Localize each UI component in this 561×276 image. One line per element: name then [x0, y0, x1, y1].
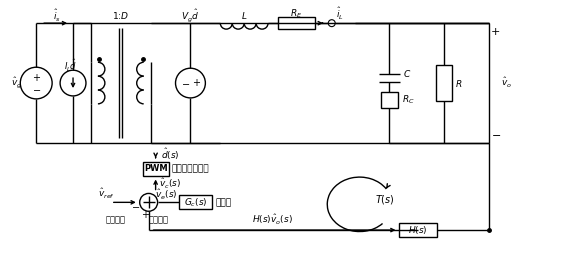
Bar: [278, 17, 315, 29]
Text: 参考电压: 参考电压: [106, 216, 126, 225]
Text: $-$: $-$: [31, 84, 41, 94]
Text: $V_g\hat{d}$: $V_g\hat{d}$: [181, 7, 200, 24]
Text: +: +: [141, 210, 149, 220]
Text: $R_E$: $R_E$: [290, 7, 302, 20]
Text: $-$: $-$: [491, 129, 501, 139]
Text: $\hat{v}_o$: $\hat{v}_o$: [502, 76, 512, 90]
Bar: [178, 195, 213, 209]
Text: $\hat{v}_e(s)$: $\hat{v}_e(s)$: [155, 188, 178, 203]
Circle shape: [60, 70, 86, 96]
Text: 脉冲宽度调制器: 脉冲宽度调制器: [172, 164, 209, 173]
Text: $\hat{v}_{ref}$: $\hat{v}_{ref}$: [98, 187, 116, 201]
Text: $-$: $-$: [181, 78, 190, 88]
Text: +: +: [192, 78, 200, 88]
Text: $\hat{i}_L$: $\hat{i}_L$: [336, 6, 343, 22]
Text: $H(s)$: $H(s)$: [408, 224, 428, 236]
Text: 1:$D$: 1:$D$: [112, 10, 130, 21]
Text: $T(s)$: $T(s)$: [375, 193, 394, 206]
Circle shape: [20, 67, 52, 99]
Text: $C$: $C$: [403, 68, 412, 79]
Bar: [399, 223, 437, 237]
Circle shape: [176, 68, 205, 98]
Text: +: +: [491, 27, 500, 37]
Text: PWM: PWM: [144, 164, 167, 173]
Text: $\hat{v}_g$: $\hat{v}_g$: [11, 76, 22, 91]
Bar: [142, 162, 168, 176]
Bar: [436, 65, 452, 101]
Text: $\hat{i}_s$: $\hat{i}_s$: [53, 8, 61, 24]
Text: 误差信号: 误差信号: [149, 216, 169, 225]
Text: $\hat{v}_c(s)$: $\hat{v}_c(s)$: [159, 176, 181, 191]
Circle shape: [140, 193, 158, 211]
Text: $\hat{d}(s)$: $\hat{d}(s)$: [161, 146, 180, 162]
Circle shape: [328, 20, 335, 26]
Text: $R$: $R$: [455, 78, 462, 89]
Bar: [380, 92, 398, 108]
Text: $H(s)\hat{v}_o(s)$: $H(s)\hat{v}_o(s)$: [251, 213, 292, 227]
Text: +: +: [32, 73, 40, 83]
Text: $I_L\hat{d}$: $I_L\hat{d}$: [65, 58, 78, 74]
Text: $R_C$: $R_C$: [402, 94, 415, 106]
Text: 控制器: 控制器: [215, 198, 232, 207]
Text: $L$: $L$: [241, 10, 247, 21]
Text: $-$: $-$: [131, 201, 140, 211]
Text: $G_c(s)$: $G_c(s)$: [183, 196, 207, 209]
